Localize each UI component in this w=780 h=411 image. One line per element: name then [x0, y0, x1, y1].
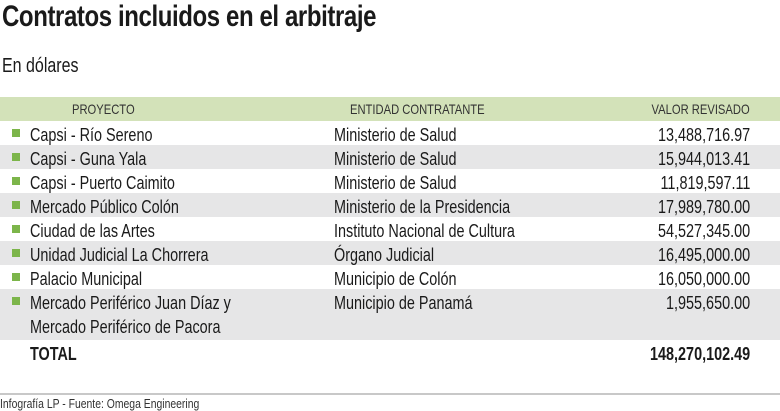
- value-cell: 13,488,716.97: [657, 125, 750, 145]
- table-row: Capsi - Guna Yala Ministerio de Salud 15…: [0, 145, 780, 169]
- total-value: 148,270,102.49: [649, 344, 750, 364]
- bullet-icon: [12, 249, 20, 257]
- entity-cell: Ministerio de la Presidencia: [334, 197, 511, 217]
- total-row: TOTAL 148,270,102.49: [0, 340, 780, 366]
- project-cell: Mercado Periférico Juan Díaz y Mercado Pe…: [30, 293, 231, 337]
- entity-cell: Municipio de Panamá: [334, 293, 473, 313]
- table-row: Capsi - Río Sereno Ministerio de Salud 1…: [0, 121, 780, 145]
- project-cell: Mercado Público Colón: [30, 197, 179, 217]
- table-row: Mercado Periférico Juan Díaz y Mercado Pe…: [0, 289, 780, 340]
- value-cell: 1,955,650.00: [665, 293, 750, 313]
- entity-cell: Órgano Judicial: [334, 245, 435, 265]
- entity-cell: Ministerio de Salud: [334, 173, 457, 193]
- project-cell: Palacio Municipal: [30, 269, 143, 289]
- column-header-entity: ENTIDAD CONTRATANTE: [350, 101, 485, 117]
- table-row: Palacio Municipal Municipio de Colón 16,…: [0, 265, 780, 289]
- entity-cell: Ministerio de Salud: [334, 125, 457, 145]
- table-row: Capsi - Puerto Caimito Ministerio de Sal…: [0, 169, 780, 193]
- bullet-icon: [12, 129, 20, 137]
- column-header-project: PROYECTO: [72, 101, 135, 117]
- table-header: PROYECTO ENTIDAD CONTRATANTE VALOR REVIS…: [0, 97, 780, 121]
- project-cell: Capsi - Guna Yala: [30, 149, 147, 169]
- project-cell: Unidad Judicial La Chorrera: [30, 245, 209, 265]
- value-cell: 15,944,013.41: [657, 149, 750, 169]
- project-cell: Ciudad de las Artes: [30, 221, 155, 241]
- bullet-icon: [12, 297, 20, 305]
- project-cell: Capsi - Puerto Caimito: [30, 173, 175, 193]
- bullet-icon: [12, 177, 20, 185]
- column-header-value: VALOR REVISADO: [651, 101, 750, 117]
- value-cell: 11,819,597.11: [660, 173, 750, 193]
- value-cell: 16,050,000.00: [657, 269, 750, 289]
- table-row: Unidad Judicial La Chorrera Órgano Judic…: [0, 241, 780, 265]
- entity-cell: Municipio de Colón: [334, 269, 457, 289]
- entity-cell: Ministerio de Salud: [334, 149, 457, 169]
- page-title: Contratos incluidos en el arbitraje: [2, 0, 377, 33]
- bullet-icon: [12, 225, 20, 233]
- total-label: TOTAL: [30, 344, 77, 364]
- table-row: Mercado Público Colón Ministerio de la P…: [0, 193, 780, 217]
- entity-cell: Instituto Nacional de Cultura: [334, 221, 515, 241]
- table-row: Ciudad de las Artes Instituto Nacional d…: [0, 217, 780, 241]
- value-cell: 16,495,000.00: [657, 245, 750, 265]
- subtitle: En dólares: [2, 55, 79, 77]
- bullet-icon: [12, 273, 20, 281]
- project-cell: Capsi - Río Sereno: [30, 125, 153, 145]
- bullet-icon: [12, 153, 20, 161]
- footer-divider: [0, 393, 780, 395]
- source-credit: Infografía LP - Fuente: Omega Engineerin…: [0, 396, 200, 411]
- value-cell: 17,989,780.00: [657, 197, 750, 217]
- value-cell: 54,527,345.00: [657, 221, 750, 241]
- bullet-icon: [12, 201, 20, 209]
